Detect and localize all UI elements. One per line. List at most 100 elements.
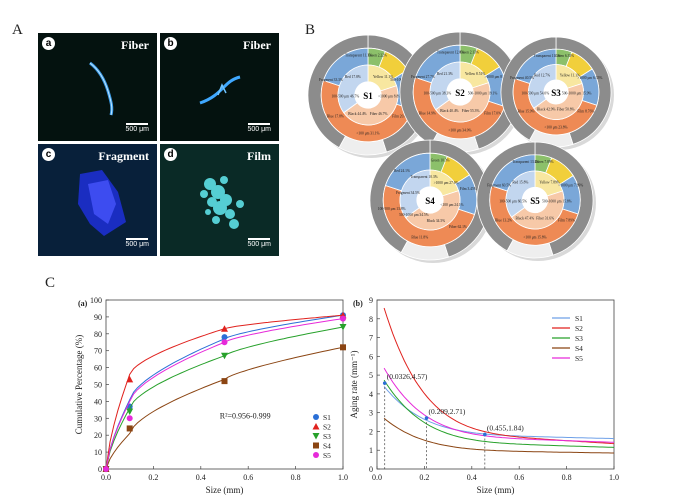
segment-label: 500-1000 μm 15.9% (562, 92, 592, 96)
panel-c-letter: C (45, 275, 56, 291)
x-tick-label: 0.8 (291, 473, 301, 482)
data-point (340, 344, 346, 351)
segment-label: Fragment 40.5% (510, 76, 534, 80)
data-point (126, 403, 133, 410)
aging-curve-s1 (383, 386, 615, 440)
segment-label: >1000 μm 8.89% (378, 95, 403, 99)
segment-label: Green 6.33% (555, 54, 574, 58)
legend-label: S2 (575, 324, 583, 333)
data-point (126, 425, 133, 432)
y-tick-label: 6 (369, 352, 373, 361)
data-point (103, 466, 109, 472)
sunburst-center (416, 186, 444, 214)
y-tick-label: 20 (94, 431, 102, 440)
x-tick-label: 0.2 (148, 473, 158, 482)
segment-label: <100 μm 15.8% (523, 235, 546, 239)
x-tick-label: 0.8 (562, 473, 572, 482)
legend-label: S2 (323, 423, 331, 432)
segment-label: 500-1000 μm 19.1% (468, 92, 498, 96)
aging-curve-s3 (383, 379, 615, 448)
segment-label: Film 8.76% (577, 110, 594, 114)
y-tick-label: 4 (369, 390, 373, 399)
segment-label: Green 2.13% (460, 51, 479, 55)
segment-label: Transparent 11.1% (345, 54, 372, 58)
chart-a-frame (105, 299, 344, 470)
y-tick-label: 0 (98, 465, 102, 474)
data-point (340, 312, 346, 319)
y-tick-label: 8 (369, 315, 373, 324)
segment-label: Blue 17.8% (327, 115, 344, 119)
legend-label: S3 (323, 432, 331, 441)
image-title: Fiber (243, 38, 271, 52)
y-tick-label: 0 (369, 465, 373, 474)
micrograph-c: c Fragment 500 μm (38, 144, 157, 256)
segment-label: Transparent 10.3% (410, 175, 437, 179)
sunburst-s4: S4 Green 10.3% >1000 μm 27.6%Film 3.45% <10… (369, 139, 493, 263)
annotation-point (483, 432, 487, 437)
segment-label: >1000 μm 27.6% (434, 181, 459, 185)
panel-a-letter: A (12, 22, 23, 38)
data-point (340, 315, 346, 322)
segment-label: Film 20.0% (392, 115, 409, 119)
segment-label: 100-500 μm 38.3% (424, 92, 452, 96)
scale-bar: 500 μm (125, 238, 150, 248)
segment-label: Fragment 27.7% (411, 75, 435, 79)
data-point (103, 466, 109, 472)
y-tick-label: 100 (90, 296, 102, 305)
micrograph-a: a Fiber 500 μm (38, 33, 157, 141)
segment-label: Blue 11.8% (411, 235, 428, 239)
segment-label: Film 17.0% (484, 112, 501, 116)
segment-label: Film 3.45% (460, 187, 477, 191)
point-annotation: (0.455,1.84) (487, 423, 524, 432)
scale-bar: 500 μm (125, 123, 150, 133)
segment-label: Transparent 13.2% (512, 160, 539, 164)
segment-label: Blue 13.2% (495, 219, 512, 223)
panel-b-letter: B (305, 22, 316, 38)
y-tick-label: 9 (369, 296, 373, 305)
sunburst-s5: S5 Green 7.89% Yellow 7.89%>1000 μm 7.89% 5… (476, 141, 596, 261)
fit-curve-s4 (105, 346, 344, 470)
legend-marker (312, 433, 320, 440)
point-annotation: (0.0326,4.57) (387, 372, 428, 381)
y-tick-label: 60 (94, 364, 102, 373)
y-tick-label: 3 (369, 409, 373, 418)
segment-label: Yellow 8.51% (465, 72, 485, 76)
data-point (103, 466, 109, 472)
segment-label: Fragment 60.5% (487, 183, 511, 187)
data-point (221, 339, 228, 346)
segment-label: Red 24.1% (394, 169, 410, 173)
sunburst-center-label: S4 (425, 196, 435, 206)
segment-label: >1000 μm 6.33% (577, 76, 602, 80)
annotation-point (382, 381, 387, 385)
x-tick-label: 0.2 (419, 473, 429, 482)
scale-bar: 500 μm (247, 123, 272, 133)
sunburst-center-label: S1 (363, 91, 373, 101)
scale-label: 500 μm (125, 241, 150, 248)
data-point (221, 352, 228, 360)
fit-curve-s5 (105, 318, 344, 470)
sunburst-center (543, 79, 569, 105)
segment-label: Fiber 50.8% (557, 108, 575, 112)
segment-label: 500-1000 μm 15.8% (542, 200, 572, 204)
image-tag: c (42, 148, 55, 161)
legend-marker (313, 452, 319, 458)
scale-label: 500 μm (247, 126, 272, 133)
segment-label: Red 12.7% (534, 73, 550, 77)
segment-label: Green 10.3% (431, 159, 450, 163)
data-point (339, 324, 347, 331)
sunburst-center-label: S3 (551, 88, 561, 98)
segment-label: Fiber 31.6% (536, 217, 554, 221)
y-tick-label: 1 (369, 446, 373, 455)
aging-curve-s4 (383, 417, 614, 454)
segment-label: 500-1000 μm 34.5% (399, 213, 429, 217)
segment-label: Yellow 7.89% (539, 181, 559, 185)
y-tick-label: 30 (94, 414, 102, 423)
segment-label: Fiber 46.7% (370, 112, 388, 116)
segment-label: Red 17.8% (345, 75, 361, 79)
segment-label: Yellow 11.1% (373, 75, 393, 79)
segment-label: >1000 μm 8.51% (484, 75, 509, 79)
legend-label: S5 (323, 451, 331, 460)
scale-label: 500 μm (125, 126, 150, 133)
